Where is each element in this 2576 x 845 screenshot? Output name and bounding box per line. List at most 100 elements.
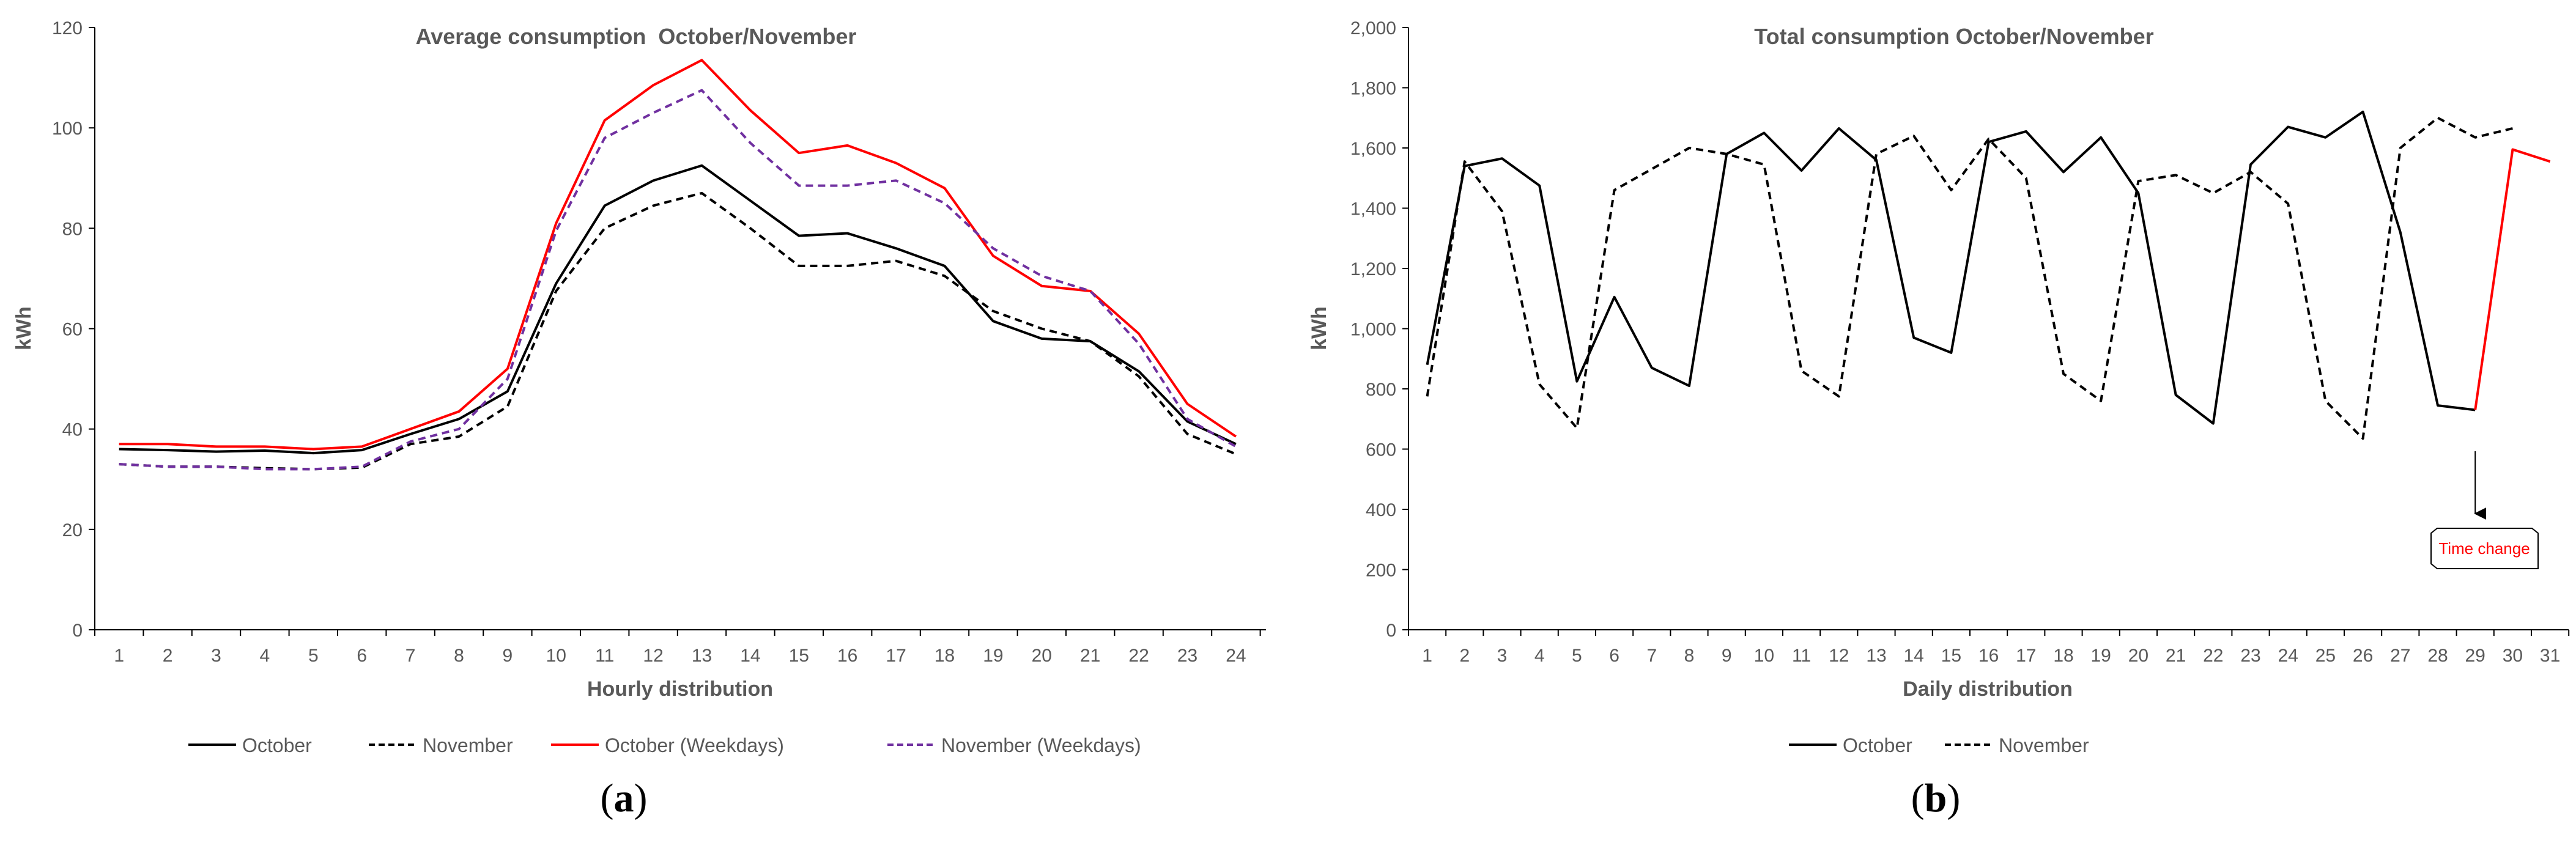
a-series-november-weekdays-point — [603, 136, 607, 140]
a-legend-label: October — [242, 734, 312, 756]
a-series-november-point — [700, 191, 704, 195]
a-x-tick-label: 23 — [1177, 646, 1197, 666]
b-series-october-point — [1500, 157, 1504, 160]
a-series-october-point — [409, 432, 412, 436]
a-legend-item-november: November — [369, 734, 513, 756]
a-x-tick-label: 6 — [357, 646, 367, 666]
b-series-november-point — [1725, 152, 1728, 156]
b-x-tick-label: 18 — [2053, 646, 2073, 666]
b-x-tick-label: 13 — [1866, 646, 1886, 666]
a-x-tick-label: 24 — [1226, 646, 1246, 666]
b-legend-item-october: October — [1789, 734, 1912, 756]
chart-a-y-axis: 0 20 40 60 80 100 120 — [52, 18, 95, 641]
chart-a-title: Average consumption October/November — [416, 24, 857, 49]
b-series-october-point — [1762, 131, 1766, 135]
a-series-october-weekdays-point — [554, 221, 558, 225]
chart-a: Average consumption October/November 020… — [12, 18, 1266, 756]
b-y-tick-label: 400 — [1366, 500, 1396, 520]
a-y-tick-label: 120 — [52, 18, 83, 39]
a-series-october-line — [119, 164, 1237, 455]
a-series-november-point — [991, 309, 995, 313]
a-legend-item-october-weekdays: October (Weekdays) — [551, 734, 784, 756]
b-series-october-point — [2548, 160, 2552, 163]
b-series-november-point — [1426, 394, 1429, 398]
b-series-november-point — [1949, 188, 1953, 192]
b-series-november-point — [1987, 137, 1991, 141]
b-x-tick-label: 29 — [2465, 646, 2485, 666]
b-series-november-point — [2099, 399, 2103, 403]
b-series-november-point — [2286, 202, 2290, 205]
a-legend-label: November — [423, 734, 513, 756]
a-series-october-point — [117, 448, 121, 451]
a-series-october-point — [894, 246, 898, 250]
a-x-tick-label: 7 — [405, 646, 416, 666]
b-x-tick-label: 14 — [1904, 646, 1924, 666]
a-series-november-point — [846, 264, 849, 268]
b-series-november-point — [2062, 372, 2065, 375]
a-series-november-weekdays-point — [991, 246, 995, 250]
a-y-tick-label: 40 — [62, 420, 83, 440]
a-series-november-weekdays-point — [943, 201, 947, 205]
a-x-tick-label: 4 — [260, 646, 270, 666]
b-legend-label: November — [1999, 734, 2089, 756]
b-series-november-point — [2211, 191, 2215, 195]
a-series-october-point — [215, 450, 218, 454]
b-x-tick-label: 9 — [1722, 646, 1732, 666]
b-series-october-point — [1687, 384, 1691, 388]
a-series-november — [119, 191, 1237, 471]
b-series-october-point — [2399, 231, 2402, 234]
b-x-tick-label: 27 — [2390, 646, 2410, 666]
a-x-tick-label: 13 — [692, 646, 712, 666]
b-series-october-point — [1613, 295, 1616, 299]
b-x-tick-label: 20 — [2128, 646, 2149, 666]
a-series-october-weekdays-line — [119, 59, 1237, 451]
a-series-october-point — [603, 204, 607, 207]
a-x-tick-label: 9 — [503, 646, 513, 666]
a-series-november-weekdays-point — [117, 462, 121, 466]
caption-b: (b) — [1911, 776, 1961, 821]
a-series-october-point — [943, 264, 947, 268]
b-series-october-point — [2249, 163, 2252, 166]
b-series-october-point — [1575, 380, 1579, 383]
b-x-tick-label: 30 — [2503, 646, 2523, 666]
b-series-october-point — [1837, 127, 1841, 130]
b-series-october-point — [2099, 136, 2103, 139]
a-series-october-weekdays-point — [506, 367, 509, 371]
a-series-november-weekdays-point — [311, 467, 315, 471]
b-series-october-point — [2511, 147, 2514, 151]
b-series-october-point — [1650, 366, 1654, 370]
b-x-tick-label: 1 — [1422, 646, 1432, 666]
b-legend-item-november: November — [1945, 734, 2089, 756]
b-series-october-point — [2473, 408, 2477, 411]
b-y-tick-label: 1,800 — [1350, 79, 1396, 99]
b-x-tick-label: 10 — [1754, 646, 1774, 666]
a-series-november-weekdays-point — [506, 377, 509, 381]
b-series-october-point — [2436, 404, 2440, 407]
chart-b-x-axis: 1 2 3 4 5 6 7 8 9 10 11 12 13 14 15 16 17 18 19 20 21 22 23 24 2… — [1408, 630, 2570, 666]
b-x-tick-label: 24 — [2278, 646, 2298, 666]
a-series-october-weekdays-point — [1137, 332, 1141, 336]
b-series-november-point — [1500, 209, 1504, 213]
a-series-october-point — [749, 199, 752, 202]
a-series-november-weekdays-point — [700, 89, 704, 92]
b-x-tick-label: 17 — [2016, 646, 2036, 666]
b-x-tick-label: 16 — [1978, 646, 1999, 666]
b-series-october-point — [2323, 136, 2327, 139]
a-series-november-weekdays-point — [797, 184, 801, 188]
a-series-october-weekdays-point — [1234, 435, 1238, 438]
a-x-tick-label: 17 — [886, 646, 906, 666]
a-x-tick-label: 18 — [935, 646, 955, 666]
a-series-october-weekdays-point — [651, 83, 655, 87]
a-series-october-weekdays-point — [311, 448, 315, 451]
b-x-tick-label: 8 — [1684, 646, 1695, 666]
a-series-november-weekdays-point — [1137, 342, 1141, 345]
a-y-tick-label: 60 — [62, 320, 83, 340]
b-series-november-point — [2473, 136, 2477, 139]
a-x-tick-label: 12 — [643, 646, 663, 666]
a-series-october-weekdays-point — [797, 151, 801, 155]
a-series-october-weekdays-point — [117, 442, 121, 446]
a-series-november-point — [506, 405, 509, 408]
a-legend-item-october: October — [188, 734, 312, 756]
caption-a: (a) — [600, 776, 648, 821]
